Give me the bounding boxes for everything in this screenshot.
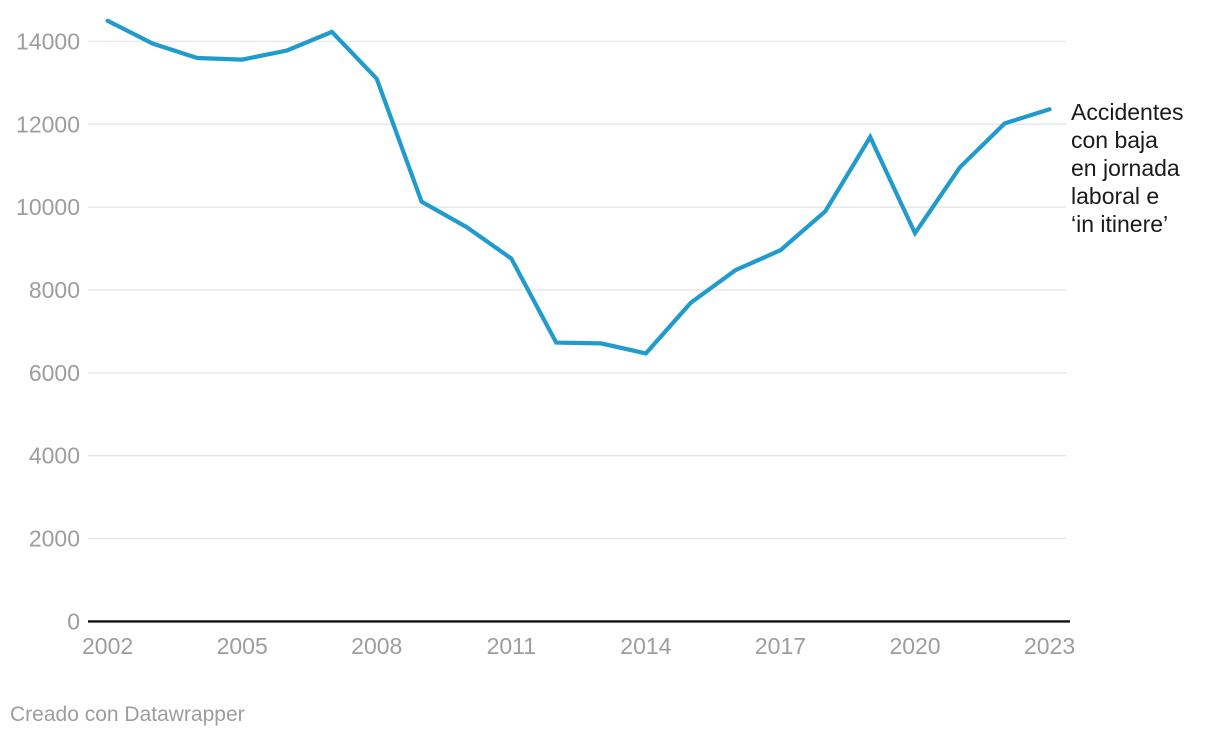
plot-area: 0 2000 4000 6000 8000 10000 12000 14000 2002 2005… <box>16 18 1075 659</box>
x-tick-label-2023: 2023 <box>1024 633 1075 659</box>
y-tick-label-4000: 4000 <box>29 443 80 469</box>
x-tick-label-2002: 2002 <box>82 633 133 659</box>
data-line-series <box>105 18 1052 356</box>
x-tick-label-2005: 2005 <box>217 633 268 659</box>
x-tick-label-2008: 2008 <box>351 633 402 659</box>
y-tick-label-14000: 14000 <box>16 28 80 54</box>
y-tick-label-12000: 12000 <box>16 111 80 137</box>
x-tick-label-2020: 2020 <box>889 633 940 659</box>
y-tick-label-10000: 10000 <box>16 194 80 220</box>
datawrapper-credit: Creado con Datawrapper <box>10 703 245 726</box>
y-tick-label-2000: 2000 <box>29 526 80 552</box>
x-tick-label-2017: 2017 <box>755 633 806 659</box>
series-annotation-label: Accidentes con baja en jornada laboral e… <box>1071 99 1184 237</box>
x-tick-label-2014: 2014 <box>620 633 671 659</box>
y-tick-label-6000: 6000 <box>29 360 80 386</box>
x-tick-label-2011: 2011 <box>487 633 536 659</box>
y-tick-label-8000: 8000 <box>29 277 80 303</box>
y-tick-label-0: 0 <box>67 608 80 634</box>
